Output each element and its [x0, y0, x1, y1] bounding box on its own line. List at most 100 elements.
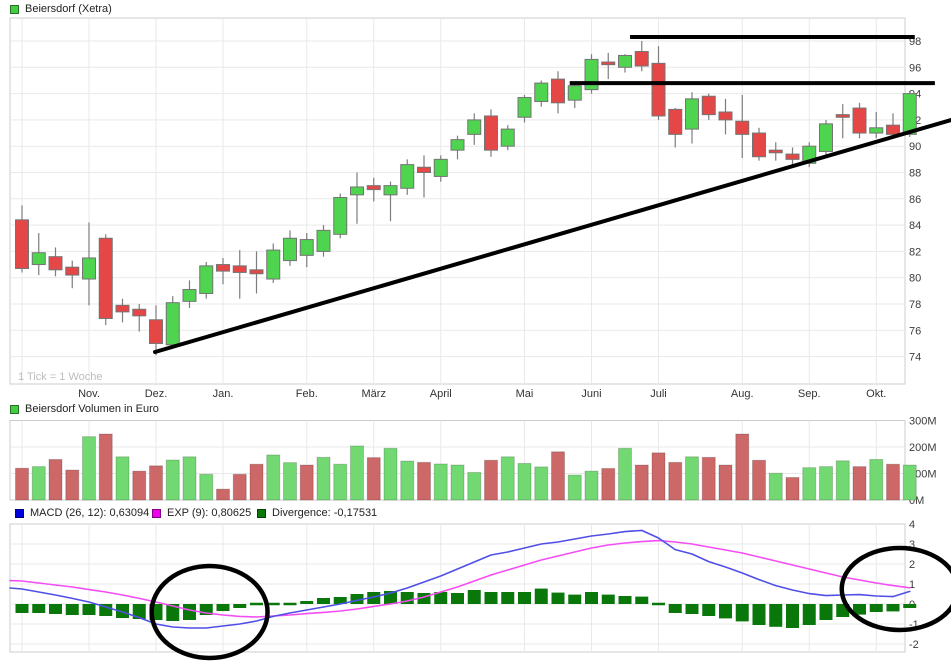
- ellipse-annotation: [149, 563, 270, 661]
- volume-bar: [316, 456, 331, 501]
- candle-up: [567, 85, 582, 101]
- divergence-bar: [903, 604, 917, 608]
- volume-bar: [701, 456, 716, 501]
- price-y-tick-label: 78: [909, 299, 921, 311]
- candle-up: [517, 97, 532, 118]
- candle-down: [15, 219, 29, 269]
- divergence-bar: [685, 604, 699, 614]
- candle-up: [685, 98, 699, 130]
- candle-down: [98, 237, 113, 319]
- timeframe-note: 1 Tick = 1 Woche: [18, 371, 103, 383]
- candle-up: [534, 82, 549, 102]
- divergence-bar: [451, 593, 464, 604]
- divergence-bar: [216, 604, 230, 611]
- divergence-series-swatch-icon: [257, 508, 266, 518]
- candle-up: [618, 54, 632, 68]
- x-tick-label: Feb.: [296, 388, 318, 400]
- volume-bar: [484, 459, 498, 501]
- divergence-bar: [333, 597, 347, 604]
- volume-bar: [819, 466, 833, 501]
- volume-bar: [249, 463, 264, 501]
- volume-bar: [450, 464, 465, 501]
- candle-up: [82, 257, 96, 280]
- exp-line: [9, 539, 911, 618]
- volume-bar: [82, 436, 96, 501]
- volume-bar: [735, 433, 750, 501]
- macd-y-tick-label: 3: [909, 539, 915, 551]
- divergence-bar: [853, 604, 866, 615]
- candle-down: [634, 51, 649, 67]
- candle-down: [132, 308, 147, 317]
- volume-bar: [802, 467, 817, 501]
- volume-bar: [634, 464, 649, 501]
- volume-bar: [199, 473, 214, 501]
- candle-up: [467, 119, 482, 135]
- volume-bar: [685, 456, 699, 501]
- divergence-bar: [467, 590, 481, 604]
- candle-up: [299, 239, 314, 256]
- x-tick-label: Sep.: [798, 388, 821, 400]
- volume-bar: [584, 470, 599, 501]
- divergence-bar: [367, 592, 381, 604]
- exp-legend-label: EXP (9): 0,80625: [167, 507, 252, 519]
- macd-legend-item-divergence: Divergence: -0,17531: [257, 507, 377, 519]
- divergence-bar: [869, 604, 883, 612]
- divergence-bar: [233, 604, 247, 608]
- divergence-bar: [32, 604, 46, 613]
- x-tick-label: Okt.: [866, 388, 886, 400]
- exp-series-swatch-icon: [152, 508, 161, 518]
- divergence-bar: [886, 604, 900, 612]
- volume-bar: [534, 466, 549, 501]
- divergence-bar: [518, 592, 531, 604]
- divergence-bar: [350, 594, 364, 604]
- divergence-bar: [317, 598, 330, 604]
- candle-up: [199, 265, 214, 294]
- candle-down: [701, 95, 716, 116]
- x-tick-label: Jan.: [213, 388, 234, 400]
- divergence-legend-label: Divergence: -0,17531: [272, 507, 378, 519]
- volume-bar: [551, 451, 565, 501]
- divergence-bar: [283, 602, 297, 606]
- divergence-bar: [49, 604, 62, 614]
- candle-up: [165, 302, 180, 346]
- price-chart-header: Beiersdorf (Xetra): [10, 3, 112, 15]
- volume-bar: [902, 464, 917, 501]
- candle-down: [249, 269, 264, 275]
- price-y-tick-label: 90: [909, 141, 921, 153]
- price-y-tick-label: 74: [909, 352, 921, 364]
- candle-up: [400, 164, 415, 189]
- divergence-bar: [199, 604, 213, 615]
- volume-bar: [31, 466, 46, 501]
- macd-y-tick-label: 1: [909, 579, 915, 591]
- price-panel: [9, 17, 906, 385]
- volume-bar: [115, 456, 130, 501]
- volume-bar: [768, 472, 783, 501]
- divergence-bar: [585, 592, 598, 604]
- x-tick-label: Mai: [516, 388, 534, 400]
- candle-down: [417, 166, 431, 174]
- volume-bar: [567, 474, 582, 501]
- volume-bar: [283, 462, 297, 501]
- candle-up: [450, 139, 465, 151]
- candle-up: [383, 185, 398, 196]
- volume-bar: [400, 460, 415, 501]
- volume-bar: [752, 459, 766, 501]
- price-chart-title: Beiersdorf (Xetra): [25, 3, 112, 15]
- divergence-bar: [668, 604, 682, 613]
- divergence-bar: [266, 602, 280, 606]
- price-y-tick-label: 84: [909, 220, 921, 232]
- macd-y-tick-label: 4: [909, 519, 915, 531]
- divergence-bar: [300, 601, 314, 604]
- volume-bar: [350, 445, 364, 501]
- candle-down: [601, 61, 616, 66]
- volume-bar: [165, 459, 180, 501]
- volume-chart-title: Beiersdorf Volumen in Euro: [25, 403, 159, 415]
- candle-down: [668, 108, 683, 135]
- divergence-bar: [819, 604, 833, 620]
- candle-down: [65, 266, 80, 276]
- divergence-bar: [534, 588, 548, 604]
- candle-down: [149, 319, 163, 344]
- divergence-bar: [551, 592, 565, 604]
- divergence-bar: [250, 602, 263, 606]
- divergence-bar: [434, 592, 448, 604]
